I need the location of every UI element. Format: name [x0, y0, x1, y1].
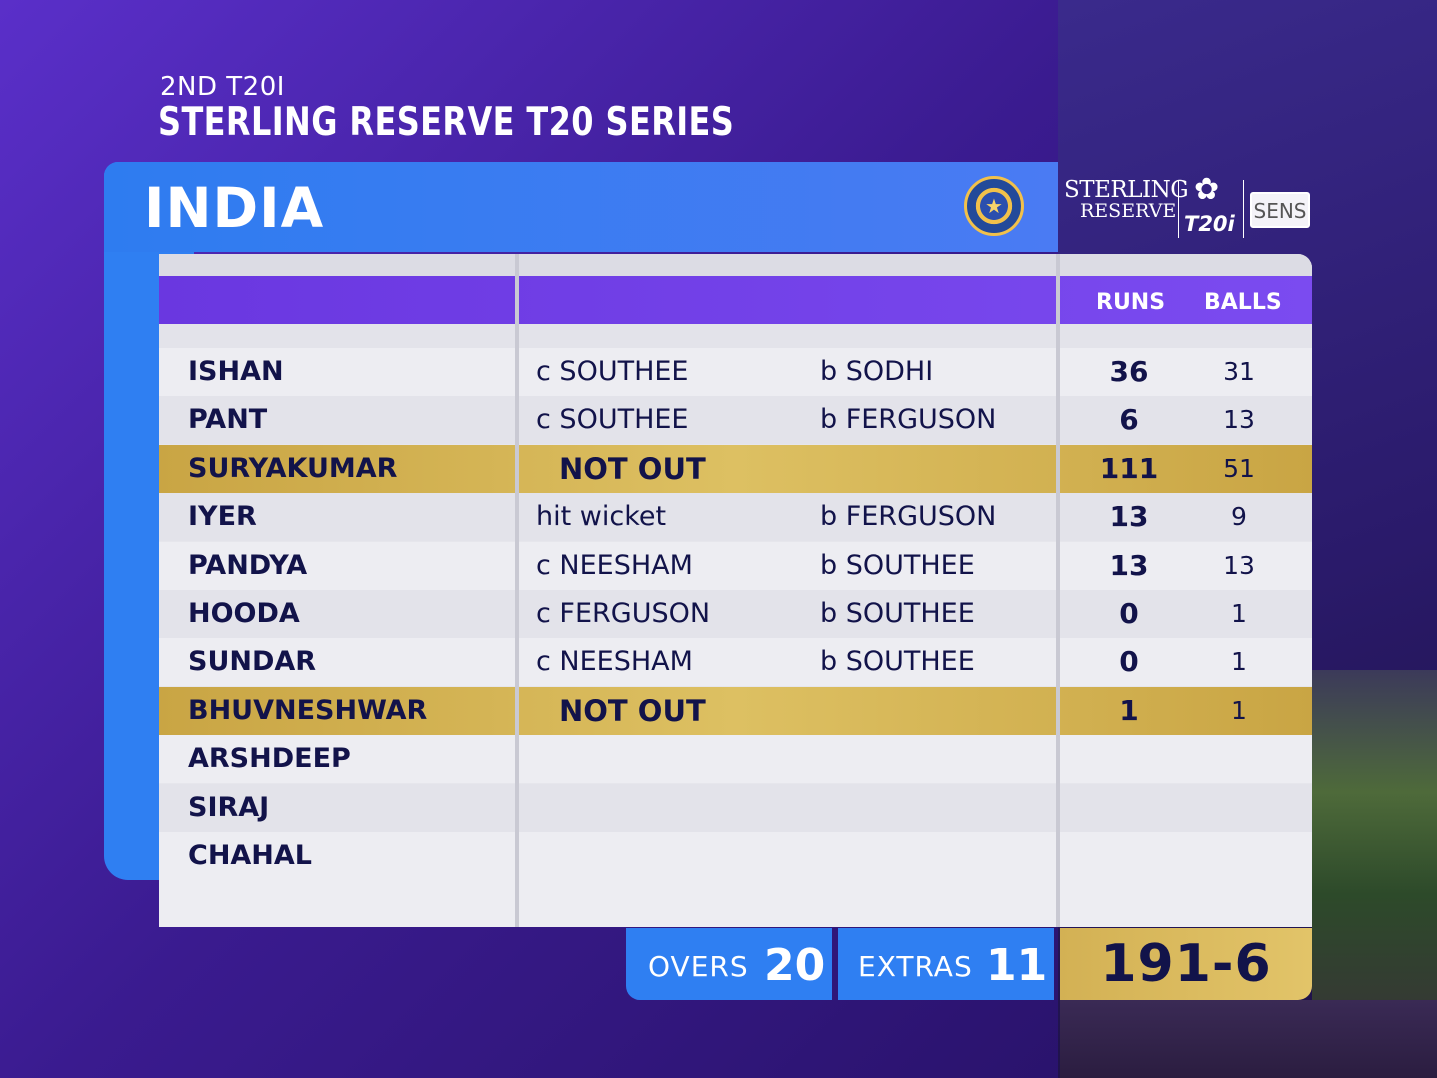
balls-value: [1199, 784, 1279, 832]
runs-value: [1089, 735, 1169, 783]
logo-divider: [1178, 180, 1179, 238]
bowler: b SOUTHEE: [820, 549, 975, 581]
balls-value: 9: [1231, 502, 1247, 532]
balls-value: 13: [1223, 550, 1255, 580]
dismissal: NOT OUT: [559, 451, 706, 486]
dismissal: hit wicket: [536, 501, 667, 533]
column-header-band: [159, 276, 1312, 324]
match-subtitle: 2ND T20I: [160, 72, 285, 102]
table-row: CHAHAL: [159, 832, 1312, 880]
team-header: INDIA ★: [104, 162, 1058, 252]
runs-value: 111: [1099, 451, 1159, 485]
table-filler-row: [159, 880, 1312, 927]
star-icon: ★: [985, 194, 1003, 218]
batter-name: SURYAKUMAR: [188, 452, 398, 484]
balls-value: 31: [1223, 357, 1255, 386]
balls-value: 1: [1231, 599, 1247, 628]
batter-name: PANDYA: [188, 549, 308, 581]
extras-label: EXTRAS: [858, 950, 973, 983]
table-row: BHUVNESHWAR NOT OUT 1 1: [159, 686, 1312, 735]
table-row: IYER hit wicket b FERGUSON 13 9: [159, 493, 1312, 542]
dismissal: c FERGUSON: [536, 598, 711, 629]
series-logo: T20i: [1184, 212, 1235, 236]
sponsor-logos: STERLING RESERVE ✿ T20i SENS: [1064, 172, 1314, 244]
table-spacer-row: [159, 324, 1312, 348]
dismissal: c NEESHAM: [536, 549, 693, 581]
batter-name: ARSHDEEP: [188, 743, 351, 775]
dismissal: NOT OUT: [559, 693, 706, 728]
runs-value: [1089, 832, 1169, 880]
runs-column-header: RUNS: [1096, 290, 1166, 315]
balls-value: [1199, 735, 1279, 783]
runs-value: 0: [1119, 597, 1139, 630]
batter-name: BHUVNESHWAR: [188, 694, 428, 726]
balls-value: 1: [1231, 647, 1247, 677]
batter-name: HOODA: [188, 598, 300, 629]
runs-value: 1: [1119, 693, 1139, 727]
logo-divider: [1243, 180, 1244, 238]
dismissal: c SOUTHEE: [536, 356, 689, 387]
balls-value: 51: [1223, 453, 1255, 483]
batter-name: CHAHAL: [188, 840, 313, 871]
bowler: b SOUTHEE: [820, 646, 975, 678]
sponsor-brand: STERLING: [1064, 177, 1189, 203]
runs-value: 13: [1109, 500, 1149, 534]
table-row: SIRAJ: [159, 783, 1312, 832]
crowd-background: [1060, 1000, 1437, 1078]
balls-column-header: BALLS: [1204, 290, 1282, 315]
table-top-strip: [159, 254, 1312, 276]
batter-name: SUNDAR: [188, 646, 317, 678]
batter-name: IYER: [188, 501, 257, 533]
overs-label: OVERS: [648, 950, 749, 983]
runs-value: [1089, 784, 1169, 832]
runs-value: 0: [1119, 645, 1139, 679]
cricket-ball-icon: ✿: [1194, 172, 1220, 207]
batter-name: SIRAJ: [188, 791, 270, 823]
balls-value: [1199, 832, 1279, 880]
balls-value: 13: [1223, 405, 1255, 435]
runs-value: 36: [1109, 355, 1149, 388]
runs-value: 13: [1109, 548, 1149, 582]
bcci-emblem-icon: ★: [964, 176, 1024, 236]
balls-value: 1: [1231, 695, 1247, 725]
extras-box: EXTRAS 11: [838, 928, 1054, 1000]
column-divider: [1056, 254, 1060, 927]
bowler: b SOUTHEE: [820, 598, 975, 629]
batting-scorecard: RUNS BALLS ISHAN c SOUTHEE b SODHI 36 31 PANT…: [159, 254, 1312, 927]
table-row: PANDYA c NEESHAM b SOUTHEE 13 13: [159, 541, 1312, 590]
runs-value: 6: [1119, 403, 1139, 437]
series-title: STERLING RESERVE T20 SERIES: [158, 100, 735, 145]
bowler: b FERGUSON: [820, 501, 997, 533]
total-score-box: 191-6: [1060, 928, 1312, 1000]
batter-name: ISHAN: [188, 356, 284, 387]
table-row: SUNDAR c NEESHAM b SOUTHEE 0 1: [159, 638, 1312, 687]
bowler: b FERGUSON: [820, 404, 997, 436]
sponsor-brand-line2: RESERVE: [1080, 200, 1177, 222]
overs-box: OVERS 20: [626, 928, 832, 1000]
dismissal: c SOUTHEE: [536, 404, 689, 436]
partner-logo: SENS: [1250, 192, 1310, 228]
table-row: HOODA c FERGUSON b SOUTHEE 0 1: [159, 590, 1312, 638]
extras-value: 11: [986, 940, 1048, 991]
total-score: 191-6: [1100, 934, 1272, 994]
table-row: SURYAKUMAR NOT OUT 111 51: [159, 444, 1312, 493]
bowler: b SODHI: [820, 356, 934, 387]
table-row: ARSHDEEP: [159, 735, 1312, 784]
batter-name: PANT: [188, 404, 268, 436]
table-row: PANT c SOUTHEE b FERGUSON 6 13: [159, 396, 1312, 445]
dismissal: c NEESHAM: [536, 646, 693, 678]
overs-value: 20: [764, 940, 826, 991]
team-name: INDIA: [144, 176, 325, 240]
table-row: ISHAN c SOUTHEE b SODHI 36 31: [159, 348, 1312, 396]
column-divider: [515, 254, 519, 927]
